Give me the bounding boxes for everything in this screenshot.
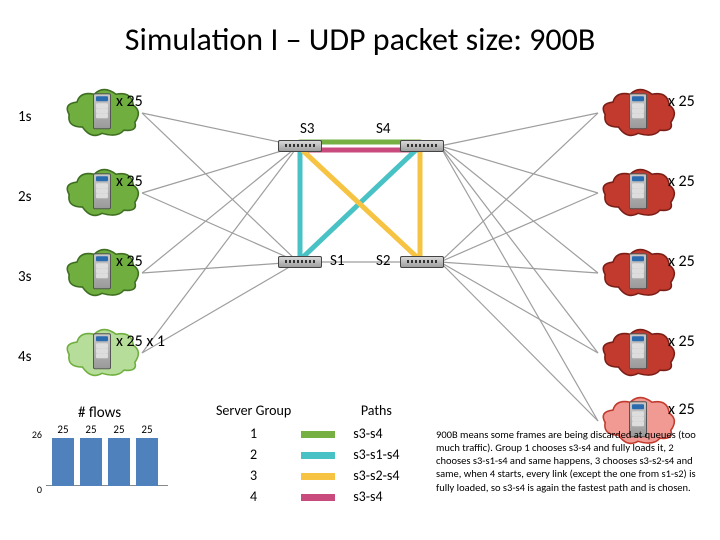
legend-swatch-2 xyxy=(301,452,335,459)
switch-s1 xyxy=(278,256,322,268)
flows-bar-4 xyxy=(136,438,158,486)
legend-swatch-3 xyxy=(301,473,335,480)
flows-bar-label-2: 25 xyxy=(80,423,102,436)
cloud-right-2 xyxy=(598,168,678,218)
ytick-bottom: 0 xyxy=(18,483,42,496)
legend-swatch-1 xyxy=(301,431,335,438)
server-icon xyxy=(629,333,647,369)
x25-right-2: x 25 xyxy=(668,172,695,191)
x25-left-4: x 25 x 1 xyxy=(116,332,165,351)
flows-bar-label-3: 25 xyxy=(108,423,130,436)
switch-label-s2: S2 xyxy=(376,252,391,270)
switch-label-s4: S4 xyxy=(376,120,391,138)
explanation-note: 900B means some frames are being discard… xyxy=(436,428,708,494)
legend-col-paths: Paths xyxy=(345,402,407,422)
x25-left-2: x 25 xyxy=(116,172,143,191)
x25-right-3: x 25 xyxy=(668,252,695,271)
server-icon xyxy=(93,253,111,289)
row-label-1s: 1s xyxy=(18,108,31,126)
legend-swatch-4 xyxy=(301,494,335,501)
x25-left-3: x 25 xyxy=(116,252,143,271)
cloud-right-1 xyxy=(598,88,678,138)
server-icon xyxy=(629,93,647,129)
flows-chart: 26 0 25 25 25 25 xyxy=(18,428,168,494)
page-title: Simulation I – UDP packet size: 900B xyxy=(0,20,720,59)
switch-label-s3: S3 xyxy=(300,120,315,138)
legend-row: 2 s3-s1-s4 xyxy=(216,445,408,464)
ytick-top: 26 xyxy=(18,428,42,441)
flows-bar-2 xyxy=(80,438,102,486)
legend-table: Server Group Paths 1 s3-s4 2 s3-s1-s4 3 … xyxy=(214,400,410,508)
server-icon xyxy=(93,173,111,209)
row-label-2s: 2s xyxy=(18,188,31,206)
switch-s3 xyxy=(278,140,322,152)
server-icon xyxy=(93,93,111,129)
flows-bar-label-1: 25 xyxy=(52,423,74,436)
cloud-right-3 xyxy=(598,248,678,298)
flows-bar-3 xyxy=(108,438,130,486)
server-icon xyxy=(93,333,111,369)
x25-right-1: x 25 xyxy=(668,92,695,111)
server-icon xyxy=(629,253,647,289)
row-label-4s: 4s xyxy=(18,348,31,366)
switch-s4 xyxy=(400,140,444,152)
switch-label-s1: S1 xyxy=(330,252,345,270)
legend-row: 1 s3-s4 xyxy=(216,424,408,443)
flows-chart-title: # flows xyxy=(78,404,121,422)
cloud-right-4 xyxy=(598,328,678,378)
legend-col-group: Server Group xyxy=(216,402,291,422)
legend-row: 4 s3-s4 xyxy=(216,487,408,506)
legend-row: 3 s3-s2-s4 xyxy=(216,466,408,485)
x25-right-4: x 25 xyxy=(668,332,695,351)
x25-right-5: x 25 xyxy=(668,400,695,419)
x25-left-1: x 25 xyxy=(116,92,143,111)
flows-bar-1 xyxy=(52,438,74,486)
flows-bar-label-4: 25 xyxy=(136,423,158,436)
switch-s2 xyxy=(400,256,444,268)
row-label-3s: 3s xyxy=(18,268,31,286)
server-icon xyxy=(629,173,647,209)
